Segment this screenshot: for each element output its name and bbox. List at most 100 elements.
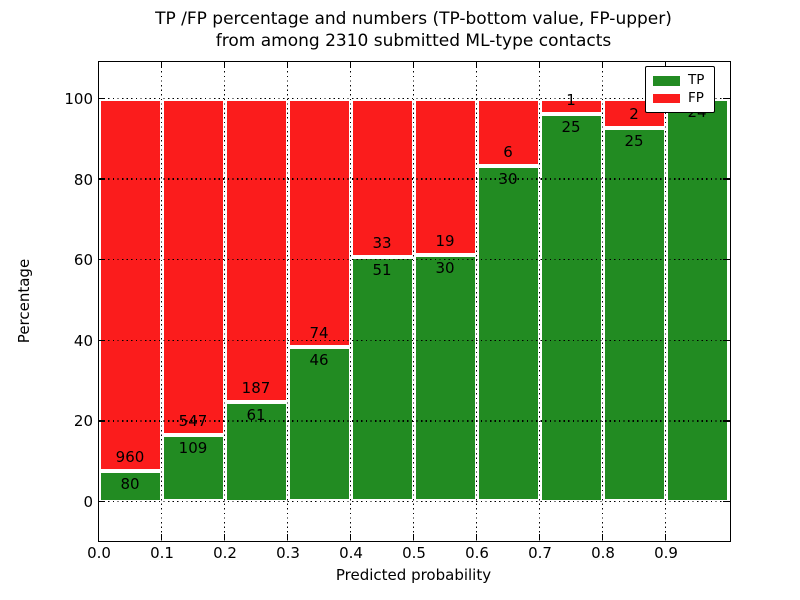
legend-entry-fp: FP bbox=[653, 89, 707, 106]
chart-title: TP /FP percentage and numbers (TP-bottom… bbox=[97, 9, 730, 52]
bar-segment-tp bbox=[539, 114, 603, 502]
x-tick-label: 0.8 bbox=[591, 544, 615, 562]
y-tick-label: 80 bbox=[73, 170, 93, 189]
x-tick-label: 0.4 bbox=[339, 544, 363, 562]
grid-line-vertical bbox=[601, 61, 604, 541]
legend-tp-swatch-icon bbox=[653, 76, 680, 86]
x-tick-label: 0.0 bbox=[87, 544, 111, 562]
x-tick-mark bbox=[601, 533, 604, 540]
x-tick-label: 0.2 bbox=[213, 544, 237, 562]
chart-title-line2: from among 2310 submitted ML-type contac… bbox=[215, 30, 612, 51]
x-tick-label: 0.6 bbox=[465, 544, 489, 562]
fp-count-label: 1 bbox=[566, 91, 576, 109]
bar-segment-fp bbox=[539, 98, 603, 114]
y-tick-label: 60 bbox=[73, 251, 93, 270]
bar-segment-tp bbox=[98, 470, 162, 502]
tp-count-label: 25 bbox=[561, 118, 581, 136]
y-tick-mark bbox=[98, 258, 105, 261]
grid-line-vertical bbox=[160, 61, 163, 541]
bar-segment-tp bbox=[413, 254, 477, 502]
x-tick-mark bbox=[160, 61, 163, 68]
y-tick-mark bbox=[98, 97, 105, 100]
x-tick-mark bbox=[664, 61, 667, 68]
tp-count-label: 30 bbox=[435, 258, 455, 277]
chart-title-line1: TP /FP percentage and numbers (TP-bottom… bbox=[155, 9, 672, 29]
x-tick-mark bbox=[475, 61, 478, 68]
legend-tp-label: TP bbox=[688, 72, 705, 88]
bar-segment-tp bbox=[476, 165, 540, 502]
bar-segment-tp bbox=[665, 98, 729, 502]
fp-count-label: 74 bbox=[309, 324, 329, 343]
y-tick-mark bbox=[722, 500, 729, 503]
x-tick-label: 0.9 bbox=[654, 544, 678, 562]
tp-count-label: 61 bbox=[246, 406, 266, 425]
plot-area: 960805471091876174463351193063012522524 bbox=[97, 60, 731, 542]
bar-segment-tp bbox=[224, 402, 288, 502]
y-tick-mark bbox=[722, 339, 729, 342]
legend-entry-tp: TP bbox=[653, 72, 707, 88]
tp-count-label: 25 bbox=[624, 132, 644, 151]
fp-count-label: 6 bbox=[503, 142, 513, 161]
legend-fp-label: FP bbox=[688, 89, 704, 106]
y-tick-label: 0 bbox=[83, 493, 93, 511]
fp-count-label: 33 bbox=[372, 233, 392, 252]
x-tick-mark bbox=[286, 533, 289, 540]
bar-segment-tp bbox=[287, 347, 351, 502]
fp-count-label: 19 bbox=[435, 231, 455, 250]
tp-count-label: 109 bbox=[178, 438, 208, 457]
grid-line-vertical bbox=[538, 61, 541, 541]
bar-segment-fp bbox=[224, 98, 288, 403]
x-tick-mark bbox=[664, 533, 667, 540]
bar-segment-fp bbox=[287, 98, 351, 348]
y-tick-mark bbox=[98, 500, 105, 503]
tp-count-label: 30 bbox=[498, 169, 518, 188]
grid-line-vertical bbox=[664, 61, 667, 541]
fp-count-label: 2 bbox=[629, 105, 639, 124]
x-tick-mark bbox=[412, 61, 415, 68]
x-tick-mark bbox=[412, 533, 415, 540]
grid-line-vertical bbox=[223, 61, 226, 541]
grid-line-vertical bbox=[412, 61, 415, 541]
y-tick-label: 20 bbox=[73, 412, 93, 431]
x-tick-label: 0.5 bbox=[402, 544, 426, 562]
fp-count-label: 547 bbox=[178, 411, 208, 430]
x-tick-label: 0.3 bbox=[276, 544, 300, 562]
x-tick-label: 0.1 bbox=[150, 544, 174, 562]
tp-count-label: 80 bbox=[120, 474, 140, 493]
grid-line-vertical bbox=[475, 61, 478, 541]
legend-fp-swatch-icon bbox=[653, 93, 680, 103]
x-axis-label: Predicted probability bbox=[335, 566, 492, 584]
y-tick-mark bbox=[98, 339, 105, 342]
y-tick-mark bbox=[722, 97, 729, 100]
y-tick-label: 40 bbox=[73, 331, 93, 350]
x-tick-mark bbox=[475, 533, 478, 540]
y-tick-mark bbox=[98, 420, 105, 422]
x-tick-mark bbox=[601, 61, 604, 68]
fp-count-label: 187 bbox=[241, 379, 271, 398]
y-tick-mark bbox=[722, 420, 729, 422]
x-tick-mark bbox=[223, 533, 226, 540]
bar-segment-tp bbox=[602, 128, 666, 502]
bar-segment-fp bbox=[350, 98, 414, 257]
y-tick-mark bbox=[722, 258, 729, 261]
tp-count-label: 51 bbox=[372, 260, 392, 279]
x-tick-mark bbox=[286, 61, 289, 68]
y-tick-label: 100 bbox=[64, 90, 93, 108]
x-tick-label: 0.7 bbox=[528, 544, 552, 562]
tp-count-label: 46 bbox=[309, 351, 329, 370]
bar-segment-tp bbox=[161, 434, 225, 502]
bar-segment-fp bbox=[161, 98, 225, 435]
x-tick-mark bbox=[349, 61, 352, 68]
grid-line-vertical bbox=[349, 61, 352, 541]
bar-segment-fp bbox=[476, 98, 540, 166]
x-tick-mark bbox=[538, 533, 541, 540]
bar-segment-tp bbox=[350, 256, 414, 502]
legend: TP FP bbox=[645, 66, 715, 113]
x-tick-mark bbox=[223, 61, 226, 68]
y-tick-mark bbox=[98, 178, 105, 180]
x-tick-mark bbox=[538, 61, 541, 68]
y-axis-label: Percentage bbox=[15, 258, 33, 344]
x-tick-mark bbox=[160, 533, 163, 540]
x-tick-mark bbox=[349, 533, 352, 540]
